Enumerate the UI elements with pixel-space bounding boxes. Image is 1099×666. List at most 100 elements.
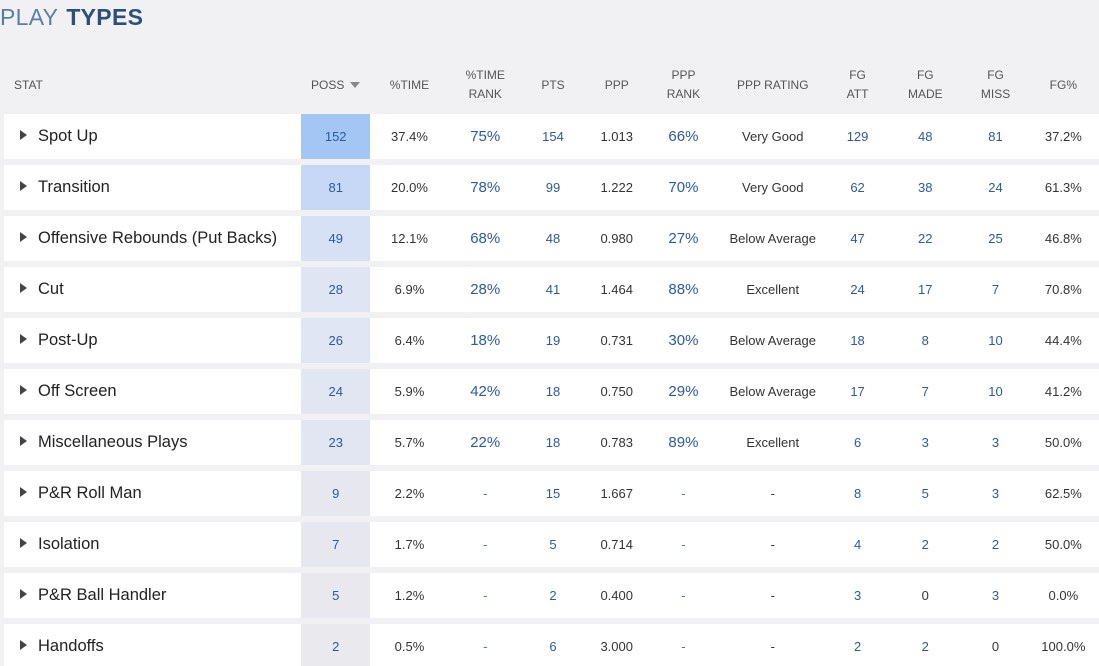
pts-cell[interactable]: 48: [521, 216, 585, 261]
table-row[interactable]: Transition 81 20.0% 78% 99 1.222 70% Very Good 6…: [4, 165, 1099, 210]
fg-att-cell[interactable]: 129: [827, 114, 888, 159]
poss-cell[interactable]: 24: [301, 369, 371, 414]
poss-cell[interactable]: 7: [301, 522, 371, 567]
table-row[interactable]: Off Screen 24 5.9% 42% 18 0.750 29% Below Avera…: [4, 369, 1099, 414]
header-pts[interactable]: PTS: [541, 77, 565, 92]
fg-att-cell[interactable]: 3: [827, 573, 888, 618]
expand-row-icon[interactable]: [20, 334, 27, 344]
fg-miss-cell[interactable]: 24: [963, 165, 1028, 210]
header-ppp-rank[interactable]: PPP RANK: [666, 68, 701, 101]
fg-made-cell[interactable]: 38: [887, 165, 964, 210]
fg-made-cell[interactable]: 17: [887, 267, 964, 312]
header-fg-att[interactable]: FG ATT: [846, 68, 869, 101]
table-row[interactable]: P&R Roll Man 9 2.2% - 15 1.667 - - 8 5 3 62.5%: [4, 471, 1099, 516]
fg-miss-cell[interactable]: 10: [963, 318, 1028, 363]
poss-cell[interactable]: 28: [301, 267, 371, 312]
fg-made-cell[interactable]: 8: [887, 318, 964, 363]
play-type-name[interactable]: Transition: [4, 165, 302, 210]
sort-desc-icon[interactable]: [350, 82, 361, 89]
pts-cell[interactable]: 18: [521, 369, 585, 414]
pts-cell[interactable]: 154: [521, 114, 585, 159]
fg-att-cell[interactable]: 6: [827, 420, 888, 465]
header-fg-made[interactable]: FG MADE: [907, 68, 943, 101]
poss-cell[interactable]: 26: [301, 318, 371, 363]
play-type-name[interactable]: Post-Up: [4, 318, 302, 363]
fg-made-cell[interactable]: 22: [887, 216, 964, 261]
pts-cell[interactable]: 15: [521, 471, 585, 516]
pts-cell[interactable]: 41: [521, 267, 585, 312]
play-type-name[interactable]: Isolation: [4, 522, 302, 567]
fg-pct-cell-value: 41.2%: [1044, 384, 1082, 399]
poss-cell[interactable]: 81: [301, 165, 371, 210]
table-row[interactable]: Post-Up 26 6.4% 18% 19 0.731 30% Below Average 1…: [4, 318, 1099, 363]
header-poss[interactable]: POSS: [301, 62, 370, 108]
header-pct-time-rank[interactable]: %TIME RANK: [465, 68, 505, 101]
expand-row-icon[interactable]: [20, 385, 27, 395]
play-type-name[interactable]: Handoffs: [4, 624, 302, 666]
play-type-name[interactable]: P&R Roll Man: [4, 471, 302, 516]
table-row[interactable]: Isolation 7 1.7% - 5 0.714 - - 4 2 2 50.0%: [4, 522, 1099, 567]
pts-cell[interactable]: 18: [521, 420, 585, 465]
play-type-name[interactable]: Spot Up: [4, 114, 302, 159]
fg-miss-cell[interactable]: 3: [963, 573, 1028, 618]
fg-made-cell[interactable]: 7: [887, 369, 964, 414]
fg-made-cell[interactable]: 2: [887, 624, 964, 666]
poss-cell[interactable]: 5: [301, 573, 371, 618]
fg-miss-cell[interactable]: 3: [963, 471, 1028, 516]
pts-cell[interactable]: 19: [521, 318, 585, 363]
header-fg-pct[interactable]: FG%: [1049, 77, 1077, 92]
fg-miss-cell[interactable]: 3: [963, 420, 1028, 465]
fg-made-cell[interactable]: 3: [887, 420, 964, 465]
poss-cell[interactable]: 49: [301, 216, 371, 261]
pts-cell[interactable]: 99: [521, 165, 585, 210]
fg-att-cell[interactable]: 2: [827, 624, 888, 666]
poss-cell[interactable]: 152: [301, 114, 371, 159]
header-ppp[interactable]: PPP: [604, 77, 629, 92]
pts-cell[interactable]: 2: [521, 573, 585, 618]
fg-miss-cell[interactable]: 81: [963, 114, 1028, 159]
expand-row-icon[interactable]: [20, 436, 27, 446]
fg-miss-cell[interactable]: 7: [963, 267, 1028, 312]
expand-row-icon[interactable]: [20, 130, 27, 140]
table-row[interactable]: P&R Ball Handler 5 1.2% - 2 0.400 - - 3 0 3 0.0%: [4, 573, 1099, 618]
header-ppp-rating[interactable]: PPP RATING: [736, 77, 809, 92]
header-pct-time[interactable]: %TIME: [389, 77, 430, 92]
fg-att-cell[interactable]: 62: [827, 165, 888, 210]
pts-cell[interactable]: 6: [521, 624, 585, 666]
fg-att-cell[interactable]: 18: [827, 318, 888, 363]
table-row[interactable]: Miscellaneous Plays 23 5.7% 22% 18 0.783 89% Ex…: [4, 420, 1099, 465]
fg-att-cell[interactable]: 4: [827, 522, 888, 567]
fg-att-cell[interactable]: 8: [827, 471, 888, 516]
fg-att-cell[interactable]: 47: [827, 216, 888, 261]
table-row[interactable]: Offensive Rebounds (Put Backs) 49 12.1% 68%…: [4, 216, 1099, 261]
poss-cell[interactable]: 23: [301, 420, 371, 465]
fg-made-cell[interactable]: 5: [887, 471, 964, 516]
expand-row-icon[interactable]: [20, 487, 27, 497]
expand-row-icon[interactable]: [20, 589, 27, 599]
header-stat[interactable]: STAT: [14, 77, 43, 92]
expand-row-icon[interactable]: [20, 538, 27, 548]
fg-miss-cell[interactable]: 25: [963, 216, 1028, 261]
expand-row-icon[interactable]: [20, 283, 27, 293]
table-row[interactable]: Spot Up 152 37.4% 75% 154 1.013 66% Very Good 12…: [4, 114, 1099, 159]
pts-cell[interactable]: 5: [521, 522, 585, 567]
fg-made-cell[interactable]: 48: [887, 114, 964, 159]
fg-miss-cell[interactable]: 10: [963, 369, 1028, 414]
header-fg-miss[interactable]: FG MISS: [980, 68, 1011, 101]
fg-att-cell[interactable]: 24: [827, 267, 888, 312]
fg-made-cell[interactable]: 2: [887, 522, 964, 567]
expand-row-icon[interactable]: [20, 640, 27, 650]
play-type-name[interactable]: P&R Ball Handler: [4, 573, 302, 618]
poss-cell[interactable]: 2: [301, 624, 371, 666]
play-type-name[interactable]: Cut: [4, 267, 302, 312]
fg-miss-cell[interactable]: 2: [963, 522, 1028, 567]
play-type-name[interactable]: Offensive Rebounds (Put Backs): [4, 216, 302, 261]
expand-row-icon[interactable]: [20, 232, 27, 242]
play-type-name[interactable]: Miscellaneous Plays: [4, 420, 302, 465]
poss-cell[interactable]: 9: [301, 471, 371, 516]
table-row[interactable]: Cut 28 6.9% 28% 41 1.464 88% Excellent 24 17 7 70.8…: [4, 267, 1099, 312]
fg-att-cell[interactable]: 17: [827, 369, 888, 414]
play-type-name[interactable]: Off Screen: [4, 369, 302, 414]
table-row[interactable]: Handoffs 2 0.5% - 6 3.000 - - 2 2 0 100.0%: [4, 624, 1099, 666]
expand-row-icon[interactable]: [20, 181, 27, 191]
